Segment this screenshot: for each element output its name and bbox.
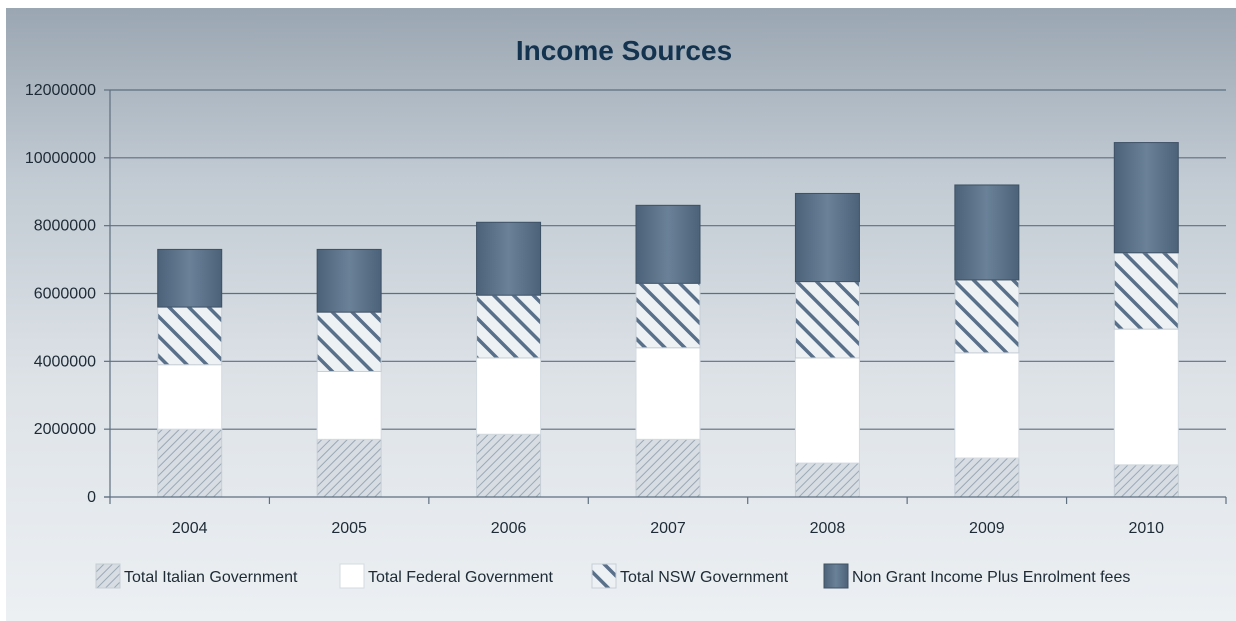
x-tick-label: 2006 xyxy=(491,520,527,537)
bar-segment-federal xyxy=(1113,328,1179,466)
bar-stack-2004 xyxy=(157,248,223,498)
bar-segment-nongrant xyxy=(794,192,860,283)
x-tick-label: 2004 xyxy=(172,520,208,537)
bar-segment-nongrant xyxy=(157,248,223,308)
bar-segment-nsw xyxy=(794,281,860,359)
x-tick-label: 2010 xyxy=(1128,520,1164,537)
legend-swatch xyxy=(339,563,365,589)
bar-segment-italian xyxy=(157,428,223,498)
bar-segment-nongrant xyxy=(954,184,1020,281)
bar-segment-federal xyxy=(316,371,382,440)
legend-label: Total NSW Government xyxy=(620,569,789,586)
y-tick-label: 4000000 xyxy=(34,353,96,370)
legend-item: Non Grant Income Plus Enrolment fees xyxy=(823,563,1130,589)
y-tick-label: 10000000 xyxy=(25,150,96,167)
legend-swatch xyxy=(823,563,849,589)
bar-segment-italian xyxy=(476,433,542,498)
legend-item: Total NSW Government xyxy=(591,563,789,589)
bar-stack-2010 xyxy=(1113,142,1179,498)
bar-segment-federal xyxy=(476,357,542,435)
bar-segment-federal xyxy=(157,364,223,430)
x-tick-label: 2005 xyxy=(331,520,367,537)
bar-segment-nsw xyxy=(476,294,542,359)
bar-segment-nongrant xyxy=(635,204,701,284)
y-tick-label: 0 xyxy=(87,489,96,506)
bar-stack-2008 xyxy=(794,192,860,498)
legend-label: Non Grant Income Plus Enrolment fees xyxy=(852,569,1130,586)
y-tick-label: 6000000 xyxy=(34,286,96,303)
bar-segment-federal xyxy=(635,347,701,440)
bar-stack-2007 xyxy=(635,204,701,498)
bar-segment-italian xyxy=(316,438,382,498)
bar-segment-italian xyxy=(954,457,1020,498)
stacked-bars xyxy=(157,142,1179,498)
bar-segment-nongrant xyxy=(476,221,542,296)
y-tick-label: 12000000 xyxy=(25,82,96,99)
legend-item: Total Italian Government xyxy=(95,563,298,589)
y-tick-label: 8000000 xyxy=(34,218,96,235)
bar-stack-2009 xyxy=(954,184,1020,498)
y-axis-tick-labels: 0 2000000 4000000 6000000 8000000 10000000 120… xyxy=(25,82,96,506)
legend-swatch xyxy=(591,563,617,589)
chart-panel: Income Sources 0 2000000 4000000 6000000 800… xyxy=(6,8,1236,621)
bar-segment-italian xyxy=(635,438,701,498)
bar-segment-nsw xyxy=(157,306,223,366)
legend-item: Total Federal Government xyxy=(339,563,554,589)
legend: Total Italian Government Total Federal Go… xyxy=(95,563,1130,589)
bar-stack-2006 xyxy=(476,221,542,498)
bar-segment-nsw xyxy=(635,282,701,349)
chart-title: Income Sources xyxy=(516,35,732,66)
bar-segment-nsw xyxy=(954,279,1020,354)
x-tick-label: 2008 xyxy=(810,520,846,537)
y-tick-label: 2000000 xyxy=(34,421,96,438)
legend-label: Total Federal Government xyxy=(368,569,554,586)
legend-label: Total Italian Government xyxy=(124,569,298,586)
x-tick-label: 2009 xyxy=(969,520,1005,537)
x-tick-label: 2007 xyxy=(650,520,686,537)
bar-segment-nongrant xyxy=(316,248,382,313)
legend-swatch xyxy=(95,563,121,589)
bar-segment-italian xyxy=(1113,464,1179,498)
income-sources-chart: Income Sources 0 2000000 4000000 6000000 800… xyxy=(25,35,1227,589)
bar-segment-nongrant xyxy=(1113,142,1179,254)
bar-segment-nsw xyxy=(1113,252,1179,330)
bar-segment-italian xyxy=(794,462,860,498)
bar-stack-2005 xyxy=(316,248,382,498)
axes xyxy=(104,89,1227,504)
bar-segment-nsw xyxy=(316,311,382,373)
bar-segment-federal xyxy=(794,357,860,464)
x-axis-tick-labels: 2004 2005 2006 2007 2008 2009 2010 xyxy=(172,520,1164,537)
bar-segment-federal xyxy=(954,352,1020,459)
